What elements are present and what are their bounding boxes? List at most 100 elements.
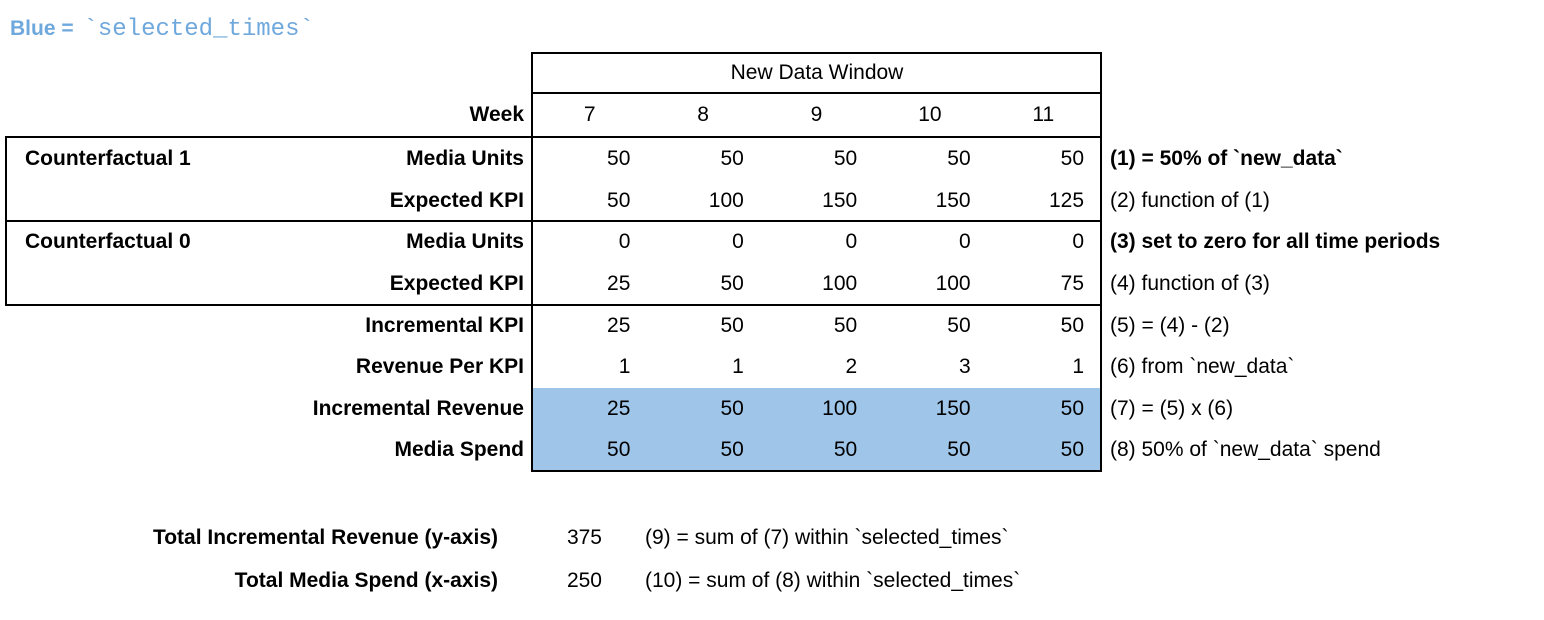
value-cell: 150 [935, 397, 971, 420]
value-cell: 1 [1072, 355, 1085, 378]
value-cell: 0 [618, 230, 631, 253]
row-label: Media Units [406, 230, 524, 253]
value-cell: 100 [822, 397, 858, 420]
value-cell: 50 [720, 438, 744, 461]
value-cell: 50 [607, 147, 631, 170]
table-border-cf1-bottom [5, 220, 1102, 222]
row-annotation: (6) from `new_data` [1110, 355, 1295, 378]
value-cell: 3 [958, 355, 971, 378]
table-row: Expected KPI 25 50 100 100 75 (4) functi… [0, 263, 1544, 305]
value-cell: 0 [845, 230, 858, 253]
value-cell: 50 [720, 272, 744, 295]
week-cells: 7 8 9 10 11 [533, 93, 1100, 136]
row-annotation: (1) = 50% of `new_data` [1110, 147, 1343, 170]
value-cell: 25 [607, 272, 631, 295]
total-value: 375 [566, 526, 602, 549]
total-label: Total Incremental Revenue (y-axis) [152, 526, 498, 549]
table-row-highlighted: Media Spend 50 50 50 50 50 (8) 50% of `n… [0, 429, 1544, 471]
value-cell: 100 [935, 272, 971, 295]
legend-note: Blue = `selected_times` [10, 12, 314, 47]
row-cells: 25 50 100 150 50 [533, 388, 1100, 430]
total-label: Total Media Spend (x-axis) [234, 569, 498, 592]
row-annotation: (8) 50% of `new_data` spend [1110, 438, 1381, 461]
value-cell: 50 [833, 147, 858, 170]
value-cell: 50 [947, 147, 971, 170]
value-cell: 75 [1060, 272, 1085, 295]
table-border-left-box [5, 136, 7, 306]
table-border-week-bottom [5, 136, 1102, 138]
total-media-spend-row: Total Media Spend (x-axis) 250 (10) = su… [0, 563, 1544, 599]
table-row: Media Units 50 50 50 50 50 (1) = 50% of … [0, 138, 1544, 180]
total-value: 250 [566, 569, 602, 592]
row-label: Media Spend [394, 438, 524, 461]
table-border-header-bottom [531, 92, 1102, 94]
value-cell: 50 [833, 438, 858, 461]
value-cell: 50 [947, 314, 971, 337]
row-cells: 50 50 50 50 50 [533, 138, 1100, 180]
table-border-data-left [531, 52, 533, 472]
week-cell: 9 [810, 103, 823, 126]
table-row: Media Units 0 0 0 0 0 (3) set to zero fo… [0, 221, 1544, 263]
value-cell: 50 [1060, 438, 1085, 461]
selected-times-highlight [533, 388, 1100, 470]
row-cells: 1 1 2 3 1 [533, 346, 1100, 388]
row-label: Incremental Revenue [312, 397, 524, 420]
week-cell: 11 [1032, 103, 1055, 126]
value-cell: 150 [822, 189, 858, 212]
value-cell: 0 [732, 230, 744, 253]
group-label-counterfactual-1: Counterfactual 1 [25, 147, 191, 170]
total-incremental-revenue-row: Total Incremental Revenue (y-axis) 375 (… [0, 520, 1544, 556]
legend-note-code: `selected_times` [83, 16, 314, 43]
table-row: Revenue Per KPI 1 1 2 3 1 (6) from `new_… [0, 346, 1544, 388]
table-row-highlighted: Incremental Revenue 25 50 100 150 50 (7)… [0, 388, 1544, 430]
row-label: Media Units [406, 147, 524, 170]
row-annotation: (7) = (5) x (6) [1110, 397, 1234, 420]
week-row: Week 7 8 9 10 11 [0, 93, 1544, 136]
row-label: Expected KPI [389, 189, 524, 212]
value-cell: 0 [1072, 230, 1085, 253]
value-cell: 0 [958, 230, 971, 253]
table-border-bottom [531, 470, 1102, 472]
new-data-window-header: New Data Window [730, 61, 904, 84]
legend-note-label: Blue = [10, 17, 74, 40]
value-cell: 2 [845, 355, 858, 378]
value-cell: 50 [1060, 314, 1085, 337]
total-annotation: (10) = sum of (8) within `selected_times… [645, 569, 1021, 592]
value-cell: 50 [607, 438, 631, 461]
row-annotation: (5) = (4) - (2) [1110, 314, 1230, 337]
value-cell: 50 [720, 397, 744, 420]
week-label: Week [469, 103, 524, 126]
row-cells: 50 50 50 50 50 [533, 429, 1100, 471]
value-cell: 100 [708, 189, 744, 212]
row-annotation: (4) function of (3) [1110, 272, 1270, 295]
week-cell: 7 [583, 103, 596, 126]
value-cell: 50 [947, 438, 971, 461]
value-cell: 150 [935, 189, 971, 212]
group-label-counterfactual-0: Counterfactual 0 [25, 230, 191, 253]
value-cell: 50 [607, 189, 631, 212]
table-border-data-right [1100, 52, 1102, 472]
table-border-header-top [531, 52, 1102, 54]
row-annotation: (3) set to zero for all time periods [1110, 230, 1441, 253]
row-annotation: (2) function of (1) [1110, 189, 1270, 212]
table-row: Incremental KPI 25 50 50 50 50 (5) = (4)… [0, 305, 1544, 347]
value-cell: 1 [732, 355, 744, 378]
week-cell: 8 [697, 103, 709, 126]
row-cells: 0 0 0 0 0 [533, 221, 1100, 263]
row-cells: 25 50 50 50 50 [533, 305, 1100, 347]
value-cell: 125 [1048, 189, 1085, 212]
value-cell: 25 [607, 314, 631, 337]
week-cell: 10 [918, 103, 942, 126]
table-row: Expected KPI 50 100 150 150 125 (2) func… [0, 180, 1544, 222]
value-cell: 25 [607, 397, 631, 420]
value-cell: 50 [1060, 397, 1085, 420]
total-annotation: (9) = sum of (7) within `selected_times` [645, 526, 1009, 549]
row-label: Expected KPI [389, 272, 524, 295]
value-cell: 1 [618, 355, 631, 378]
table-border-cf0-bottom [5, 304, 1102, 306]
row-cells: 25 50 100 100 75 [533, 263, 1100, 305]
value-cell: 100 [822, 272, 858, 295]
row-label: Revenue Per KPI [355, 355, 524, 378]
value-cell: 50 [1060, 147, 1085, 170]
